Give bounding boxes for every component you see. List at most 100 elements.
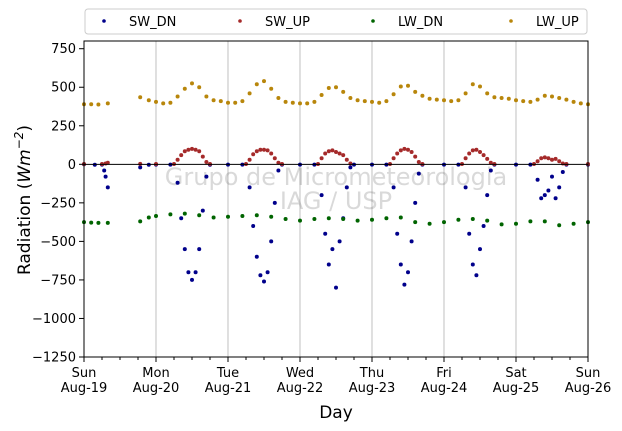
data-point	[413, 200, 418, 205]
data-point	[182, 247, 187, 252]
y-tick-label: −250	[40, 196, 76, 211]
data-point	[330, 148, 335, 153]
data-point	[247, 185, 252, 190]
data-point	[168, 100, 173, 105]
data-point	[528, 219, 533, 224]
data-point	[254, 254, 259, 259]
data-point	[539, 196, 544, 201]
legend-label: SW_DN	[129, 15, 176, 30]
data-point	[247, 91, 252, 96]
y-tick-label: 0	[68, 158, 76, 173]
x-tick-label-date: Aug-25	[493, 381, 540, 396]
data-point	[298, 218, 302, 223]
data-point	[240, 214, 245, 218]
data-point	[186, 147, 191, 152]
data-point	[571, 221, 576, 226]
data-point	[535, 159, 540, 164]
legend-marker	[509, 19, 513, 23]
data-point	[398, 148, 403, 153]
data-point	[211, 215, 216, 220]
data-point	[197, 149, 202, 154]
data-point	[182, 86, 187, 91]
data-point	[409, 239, 414, 244]
data-point	[391, 156, 396, 161]
data-point	[96, 220, 101, 225]
data-point	[146, 98, 151, 103]
data-point	[103, 174, 108, 179]
x-tick-label-day: Wed	[286, 366, 314, 381]
data-point	[344, 157, 349, 162]
data-point	[406, 270, 410, 275]
data-point	[319, 156, 324, 161]
y-tick-label: −750	[40, 273, 76, 288]
data-point	[197, 85, 202, 90]
data-point	[456, 98, 461, 103]
data-point	[542, 155, 547, 160]
data-point	[200, 154, 205, 159]
data-point	[506, 96, 511, 101]
data-point	[528, 99, 533, 104]
data-point	[488, 168, 493, 173]
data-point	[334, 285, 338, 290]
data-point	[262, 79, 266, 84]
data-point	[384, 99, 389, 104]
x-tick-label-date: Aug-24	[421, 381, 468, 396]
data-point	[269, 86, 274, 91]
data-point	[179, 216, 184, 221]
data-point	[416, 171, 421, 176]
series-layer	[82, 79, 590, 290]
data-point	[488, 160, 493, 165]
y-axis-label: Radiation (Wm−2)	[12, 125, 35, 275]
data-point	[254, 213, 259, 218]
data-point	[409, 150, 414, 154]
data-point	[265, 148, 270, 153]
x-tick-label-date: Aug-20	[133, 381, 180, 396]
data-point	[348, 165, 353, 170]
data-point	[384, 216, 389, 221]
data-point	[226, 214, 230, 219]
x-tick-label-date: Aug-21	[205, 381, 252, 396]
data-point	[542, 219, 547, 224]
x-tick-label-day: Sun	[576, 366, 601, 381]
data-point	[557, 159, 562, 164]
data-point	[499, 222, 504, 227]
data-point	[434, 97, 439, 102]
data-point	[478, 247, 482, 252]
data-point	[467, 231, 472, 236]
data-point	[218, 99, 223, 104]
y-axis-ticks: −1250 −1000 −750 −500 −250 0 250 500 750	[32, 42, 84, 366]
data-point	[326, 149, 331, 154]
data-point	[105, 220, 110, 225]
data-point	[283, 99, 288, 104]
data-point	[193, 147, 198, 152]
data-point	[186, 270, 191, 275]
data-point	[298, 101, 302, 106]
data-point	[319, 193, 324, 198]
data-point	[578, 101, 583, 106]
data-point	[334, 85, 338, 90]
data-point	[348, 96, 353, 100]
data-point	[449, 99, 454, 104]
data-point	[272, 156, 277, 161]
data-point	[326, 86, 331, 90]
data-point	[138, 219, 143, 224]
data-point	[254, 82, 259, 87]
data-point	[312, 99, 317, 104]
data-point	[550, 94, 554, 99]
data-point	[337, 239, 342, 244]
x-tick-label-date: Aug-19	[61, 381, 108, 396]
data-point	[406, 83, 410, 88]
data-point	[485, 218, 490, 223]
data-point	[319, 93, 324, 97]
legend-label: LW_DN	[398, 15, 443, 30]
data-point	[89, 102, 94, 107]
data-point	[370, 217, 374, 222]
data-point	[344, 185, 349, 190]
data-point	[550, 157, 554, 162]
data-point	[105, 185, 110, 190]
data-point	[370, 99, 374, 104]
data-point	[138, 95, 143, 100]
data-point	[161, 101, 166, 106]
data-point	[362, 99, 367, 104]
data-point	[323, 151, 328, 156]
